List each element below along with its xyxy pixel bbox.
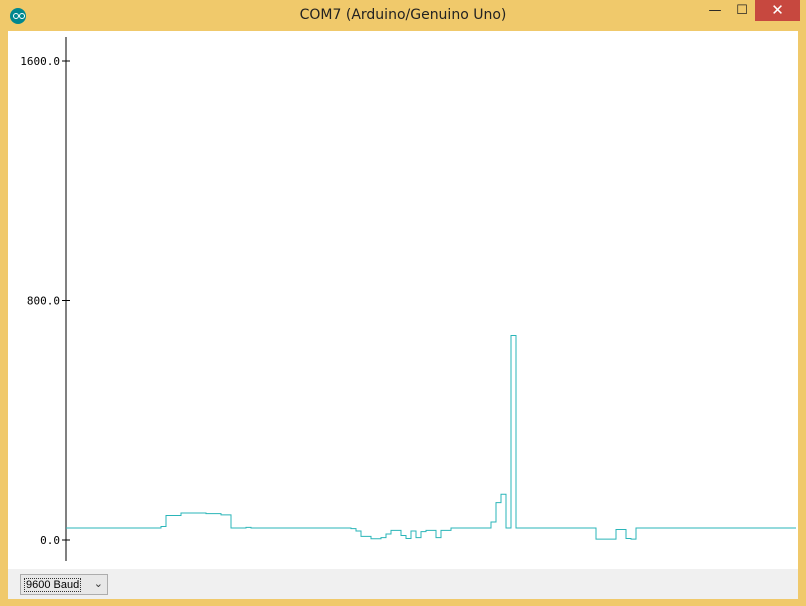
maximize-button[interactable]: ☐: [736, 3, 748, 18]
minimize-button[interactable]: —: [708, 3, 722, 18]
serial-plot-chart: 1600.0 800.0 0.0: [20, 37, 796, 561]
series-line: [66, 335, 796, 540]
close-button[interactable]: ✕: [755, 0, 800, 21]
baud-rate-select[interactable]: 9600 Baud ⌄: [20, 574, 108, 595]
bottom-toolbar: 9600 Baud ⌄: [8, 569, 798, 599]
title-bar: COM7 (Arduino/Genuino Uno) — ☐ ✕: [0, 0, 806, 31]
window-title: COM7 (Arduino/Genuino Uno): [299, 7, 507, 23]
y-tick-label: 0.0: [40, 534, 60, 547]
y-tick-label: 1600.0: [20, 55, 60, 68]
arduino-logo-icon: [10, 8, 26, 24]
y-tick-label: 800.0: [27, 295, 60, 308]
chevron-down-icon[interactable]: ⌄: [93, 578, 103, 590]
plot-area: 1600.0 800.0 0.0: [8, 31, 798, 599]
baud-rate-value: 9600 Baud: [24, 578, 82, 592]
